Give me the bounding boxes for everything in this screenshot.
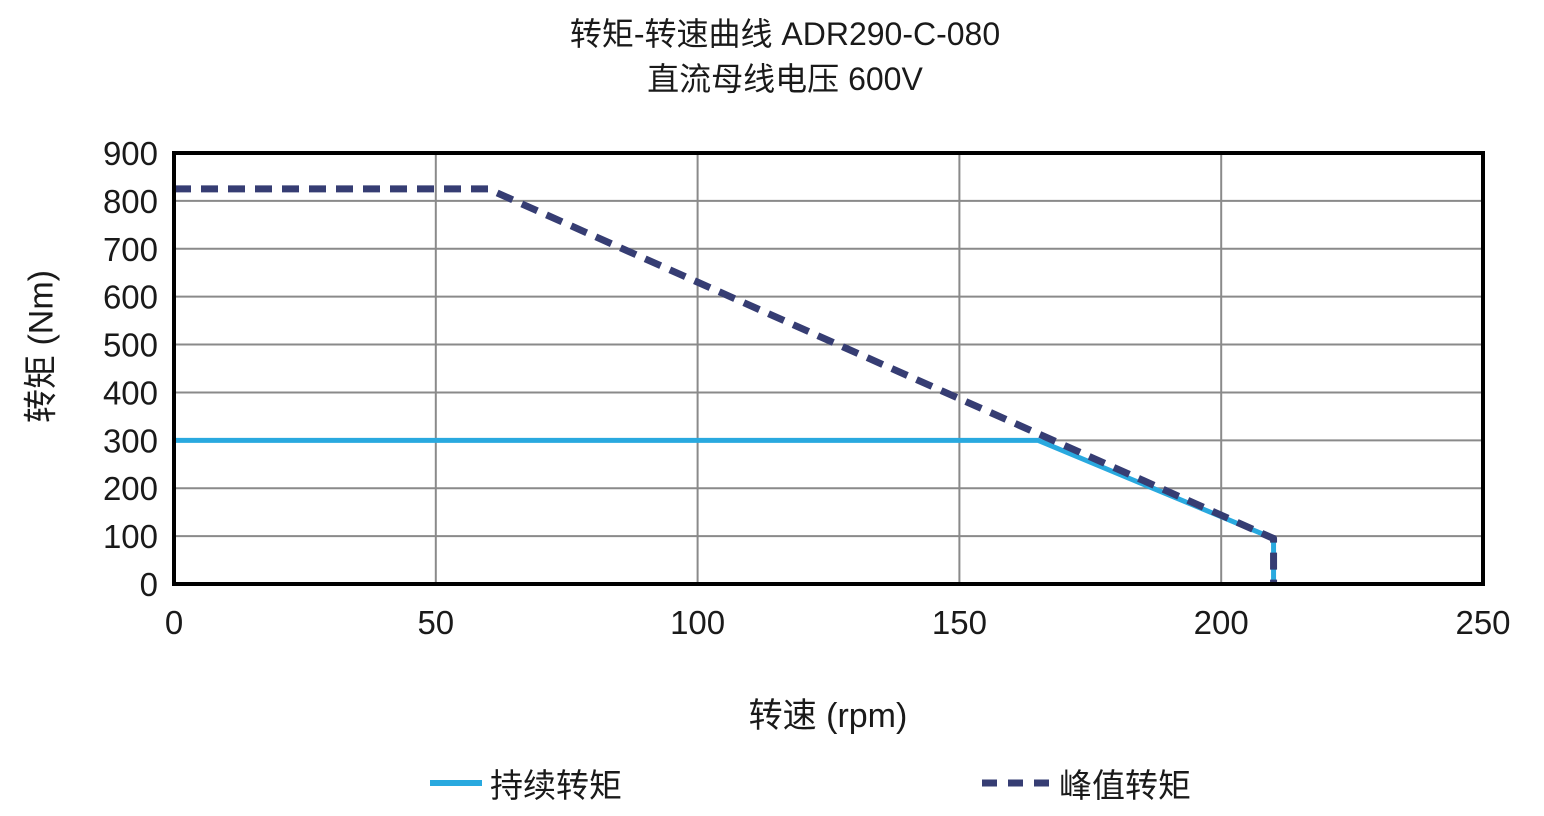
plot-border (172, 151, 1485, 586)
continuous-line-swatch (430, 780, 482, 786)
y-tick-label: 900 (103, 135, 158, 172)
y-tick-label: 700 (103, 231, 158, 268)
x-tick-label: 200 (1194, 604, 1249, 641)
y-tick-label: 0 (140, 566, 158, 603)
peak-line-swatch (982, 779, 1052, 787)
x-tick-label: 0 (165, 604, 183, 641)
legend-item-continuous: 持续转矩 (428, 758, 622, 808)
y-tick-label: 800 (103, 183, 158, 220)
legend-label-continuous: 持续转矩 (490, 767, 622, 804)
series-peak-line (174, 185, 1278, 584)
y-tick-label: 200 (103, 470, 158, 507)
x-tick-label: 250 (1455, 604, 1510, 641)
y-tick-label: 300 (103, 422, 158, 459)
chart-title-line1: 转矩-转速曲线 ADR290-C-080 (569, 16, 1001, 52)
chart-title-line2: 直流母线电压 600V (647, 61, 923, 97)
chart-title: 转矩-转速曲线 ADR290-C-080 直流母线电压 600V (40, 12, 1530, 102)
legend: 持续转矩 峰值转矩 (0, 758, 1544, 808)
y-tick-label: 600 (103, 279, 158, 316)
legend-item-peak: 峰值转矩 (981, 758, 1191, 808)
y-tick-label: 500 (103, 327, 158, 364)
y-tick-label: 100 (103, 518, 158, 555)
y-tick-label: 400 (103, 374, 158, 411)
legend-label-peak: 峰值转矩 (1059, 767, 1191, 804)
plot-area: 0 100 200 300 400 500 600 700 800 900 0 50 100 150 200… (103, 135, 1511, 641)
x-tick-label: 100 (670, 604, 725, 641)
x-tick-label: 150 (932, 604, 987, 641)
x-axis-title: 转速 (rpm) (748, 697, 908, 735)
series-continuous-line (174, 437, 1277, 584)
x-tick-label: 50 (417, 604, 454, 641)
